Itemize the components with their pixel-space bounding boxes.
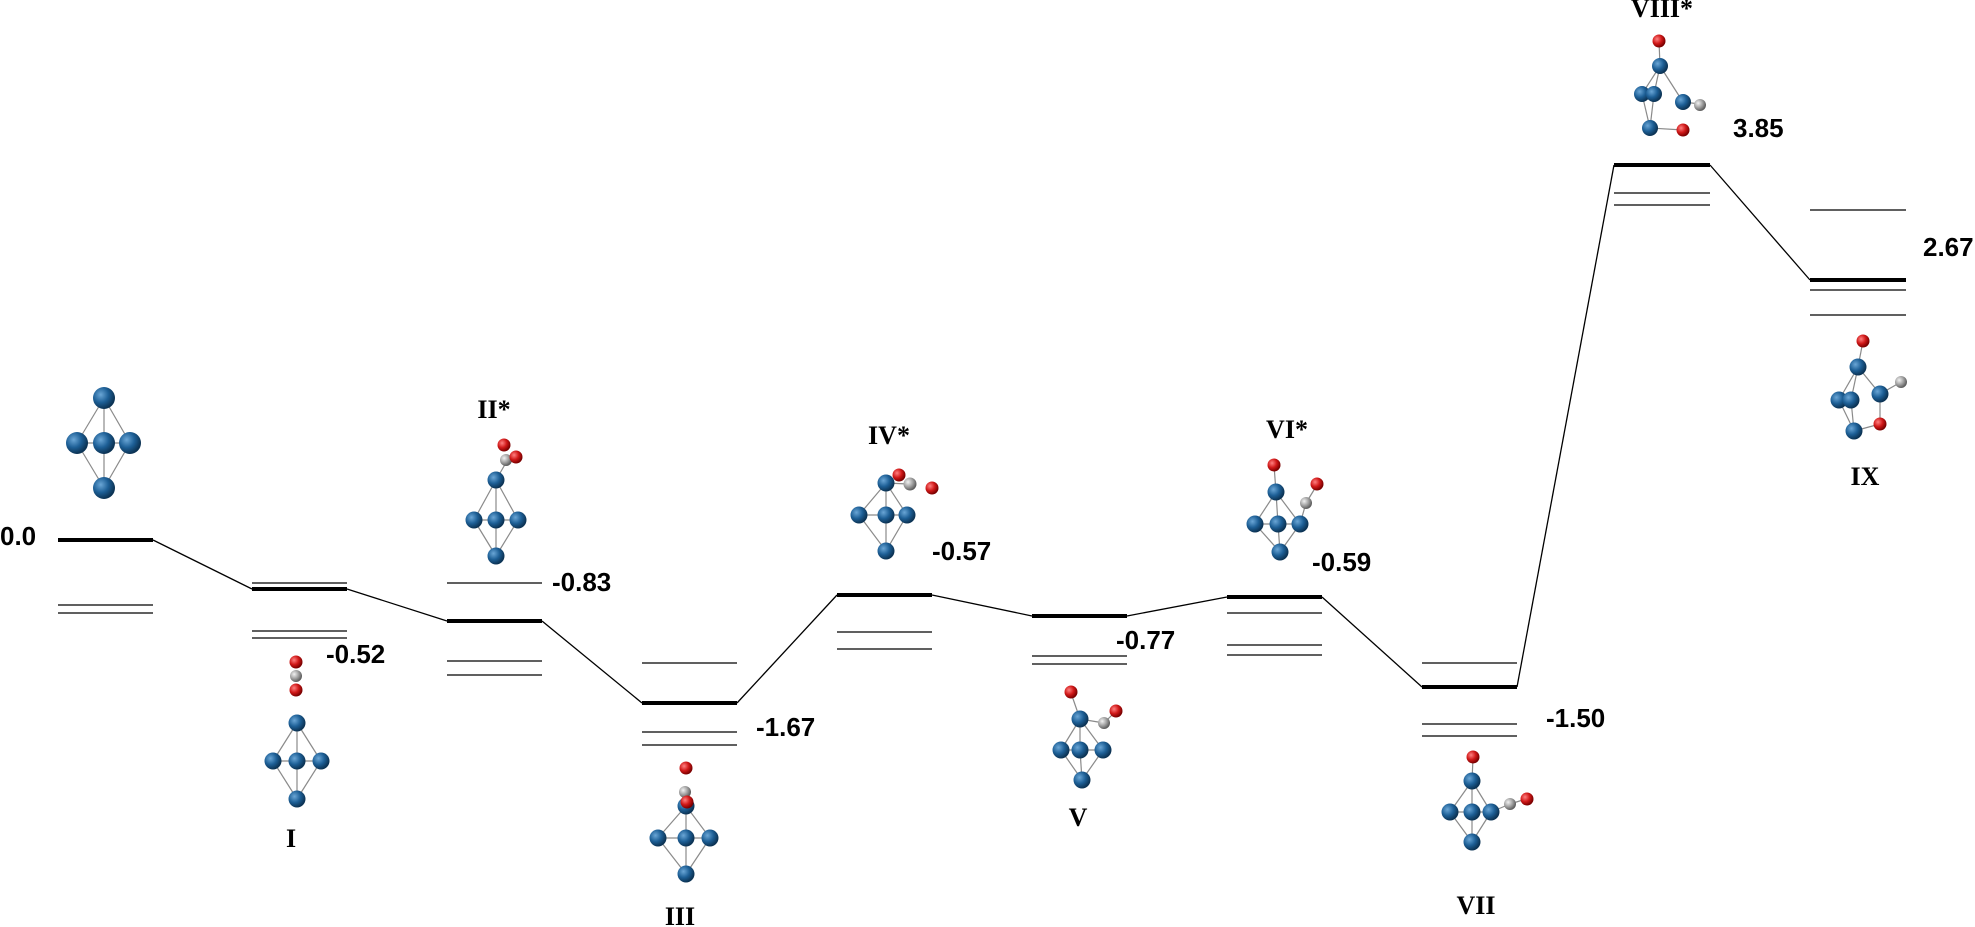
state-V: -0.77 V [1032, 614, 1175, 832]
cluster-co2-icon [850, 468, 939, 560]
cluster-co2-icon [465, 438, 527, 565]
energy-levels [58, 538, 153, 614]
cluster-co-o-icon [1052, 685, 1123, 789]
state-label: VII [1456, 891, 1495, 920]
energy-value: -0.52 [326, 639, 385, 669]
cluster-co2-icon [264, 655, 330, 808]
state-VII: -1.50 VII [1422, 662, 1605, 920]
energy-value: 3.85 [1733, 113, 1784, 143]
cluster-o-insert-icon [1634, 34, 1706, 137]
energy-value: 2.67 [1923, 232, 1974, 262]
state-IX: 2.67 IX [1810, 209, 1974, 491]
energy-levels [447, 582, 542, 676]
energy-levels [1227, 595, 1322, 656]
state-label: III [665, 902, 695, 927]
energy-value: -0.57 [932, 536, 991, 566]
energy-value: -0.77 [1116, 625, 1175, 655]
state-VI: -0.59 VI* [1227, 415, 1371, 656]
energy-levels [1810, 209, 1906, 316]
energy-value: -0.83 [552, 567, 611, 597]
state-I: -0.52 I [252, 582, 385, 853]
energy-value: 0.0 [0, 521, 36, 551]
state-III: -1.67 III [642, 662, 815, 927]
state-0: 0.0 [0, 521, 153, 614]
cluster-co-o-icon [1246, 458, 1324, 561]
state-IV: -0.57 IV* [837, 421, 991, 650]
energy-value: -1.67 [756, 712, 815, 742]
cluster-icon [66, 387, 141, 499]
cluster-co2-icon [649, 761, 719, 883]
energy-value: -0.59 [1312, 547, 1371, 577]
cluster-o-insert-icon [1830, 334, 1907, 440]
energy-levels [642, 662, 737, 746]
energy-levels [1614, 163, 1710, 206]
energy-value: -1.50 [1546, 703, 1605, 733]
state-II: -0.83 II* [447, 395, 611, 676]
cluster-co-o-icon [1441, 750, 1534, 851]
state-VIII: 3.85 VIII* [1614, 0, 1784, 206]
energy-levels [1032, 614, 1127, 665]
state-label: V [1069, 803, 1088, 832]
state-label: IX [1851, 462, 1880, 491]
state-label: VI* [1266, 415, 1308, 444]
energy-levels [1422, 662, 1517, 737]
state-label: VIII* [1631, 0, 1693, 23]
energy-levels [837, 593, 932, 650]
state-label: IV* [868, 421, 910, 450]
reaction-path [152, 164, 1811, 704]
state-label: II* [477, 395, 510, 424]
energy-levels [252, 582, 347, 639]
state-label: I [286, 824, 296, 853]
